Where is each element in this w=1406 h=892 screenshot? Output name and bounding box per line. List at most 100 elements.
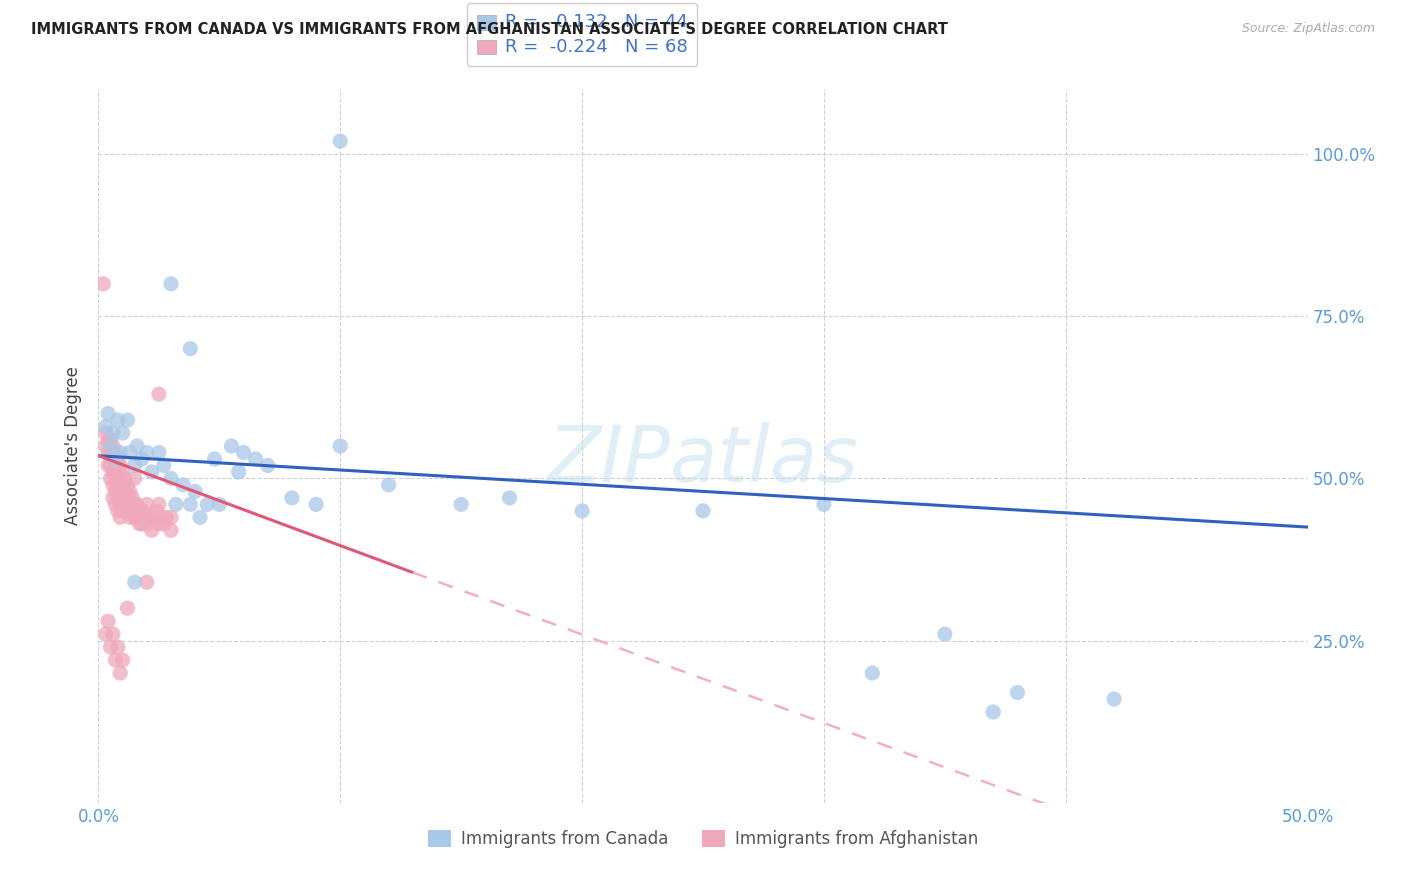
Point (111, 504, 134, 518)
Point (208, 497, 231, 511)
Point (94, 627, 117, 641)
Point (108, 484, 131, 499)
Point (377, 478, 399, 492)
Point (124, 458, 146, 473)
Point (160, 524, 183, 538)
Point (165, 497, 187, 511)
Point (108, 458, 131, 473)
Legend: Immigrants from Canada, Immigrants from Afghanistan: Immigrants from Canada, Immigrants from … (420, 823, 986, 855)
Point (114, 471, 136, 485)
Point (160, 277, 183, 291)
Point (111, 653, 134, 667)
Point (108, 471, 131, 485)
Point (571, 504, 593, 518)
Point (934, 627, 956, 641)
Point (204, 452, 226, 467)
Point (131, 516, 153, 531)
Point (188, 510, 211, 524)
Point (117, 504, 139, 518)
Text: ZIPatlas: ZIPatlas (547, 422, 859, 499)
Point (256, 458, 278, 473)
Point (100, 458, 122, 473)
Y-axis label: Associate's Degree: Associate's Degree (65, 367, 83, 525)
Point (107, 640, 129, 654)
Point (101, 478, 124, 492)
Point (150, 510, 173, 524)
Point (179, 342, 201, 356)
Point (107, 491, 129, 505)
Point (281, 491, 304, 505)
Point (692, 504, 714, 518)
Point (104, 497, 127, 511)
Point (124, 497, 146, 511)
Point (100, 433, 122, 447)
Point (117, 478, 139, 492)
Point (117, 601, 139, 615)
Point (1102, 692, 1125, 706)
Point (107, 504, 129, 518)
Point (107, 413, 129, 427)
Point (1007, 685, 1029, 699)
Point (179, 497, 201, 511)
Point (152, 516, 174, 531)
Point (100, 445, 122, 459)
Point (127, 439, 149, 453)
Point (232, 445, 254, 459)
Point (104, 458, 127, 473)
Point (97, 445, 120, 459)
Point (450, 497, 472, 511)
Point (104, 653, 127, 667)
Point (114, 484, 136, 499)
Point (135, 516, 157, 531)
Point (135, 445, 157, 459)
Point (94, 419, 117, 434)
Point (117, 413, 139, 427)
Point (107, 452, 129, 467)
Point (160, 471, 183, 485)
Point (131, 504, 153, 518)
Point (111, 425, 134, 440)
Point (101, 439, 124, 453)
Point (124, 471, 146, 485)
Point (108, 497, 131, 511)
Point (155, 510, 177, 524)
Text: Source: ZipAtlas.com: Source: ZipAtlas.com (1241, 22, 1375, 36)
Point (101, 627, 124, 641)
Point (111, 465, 134, 479)
Point (108, 445, 131, 459)
Point (148, 445, 170, 459)
Point (117, 491, 139, 505)
Point (195, 497, 218, 511)
Point (141, 510, 163, 524)
Point (127, 510, 149, 524)
Point (101, 425, 124, 440)
Point (128, 504, 150, 518)
Point (128, 516, 150, 531)
Point (131, 452, 153, 467)
Point (245, 452, 267, 467)
Point (124, 575, 146, 590)
Point (184, 484, 207, 499)
Point (101, 452, 124, 467)
Point (107, 465, 129, 479)
Point (104, 484, 127, 499)
Point (118, 497, 141, 511)
Point (148, 497, 170, 511)
Point (160, 510, 183, 524)
Point (104, 445, 127, 459)
Point (124, 510, 146, 524)
Point (145, 504, 167, 518)
Point (141, 524, 163, 538)
Point (135, 575, 157, 590)
Point (228, 465, 250, 479)
Point (111, 491, 134, 505)
Point (104, 471, 127, 485)
Point (329, 439, 352, 453)
Point (305, 497, 328, 511)
Point (101, 491, 124, 505)
Point (91, 277, 114, 291)
Point (104, 452, 127, 467)
Point (329, 134, 352, 148)
Point (135, 497, 157, 511)
Point (100, 439, 122, 453)
